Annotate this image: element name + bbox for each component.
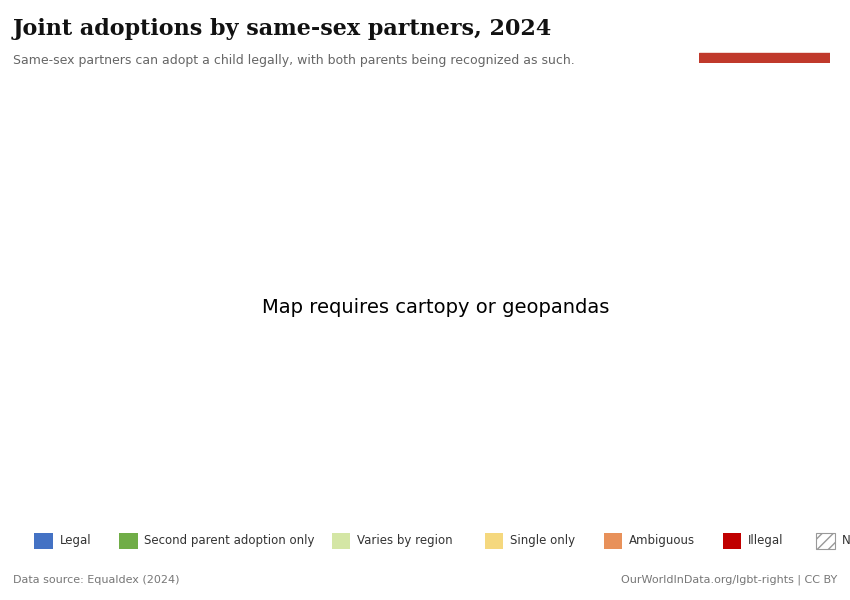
- Text: Ambiguous: Ambiguous: [629, 535, 695, 547]
- Text: Same-sex partners can adopt a child legally, with both parents being recognized : Same-sex partners can adopt a child lega…: [13, 54, 575, 67]
- Bar: [699, 53, 830, 63]
- Text: Joint adoptions by same-sex partners, 2024: Joint adoptions by same-sex partners, 20…: [13, 18, 552, 40]
- FancyBboxPatch shape: [604, 533, 622, 549]
- FancyBboxPatch shape: [816, 533, 835, 549]
- Text: Varies by region: Varies by region: [357, 535, 452, 547]
- FancyBboxPatch shape: [119, 533, 138, 549]
- Text: Single only: Single only: [510, 535, 575, 547]
- Text: Illegal: Illegal: [748, 535, 784, 547]
- Text: No data: No data: [842, 535, 850, 547]
- Text: Legal: Legal: [60, 535, 91, 547]
- FancyBboxPatch shape: [34, 533, 53, 549]
- Text: Second parent adoption only: Second parent adoption only: [144, 535, 315, 547]
- Text: in Data: in Data: [742, 36, 787, 46]
- Text: Map requires cartopy or geopandas: Map requires cartopy or geopandas: [262, 298, 609, 317]
- FancyBboxPatch shape: [484, 533, 503, 549]
- FancyBboxPatch shape: [332, 533, 350, 549]
- Text: Data source: Equaldex (2024): Data source: Equaldex (2024): [13, 575, 179, 585]
- Text: OurWorldInData.org/lgbt-rights | CC BY: OurWorldInData.org/lgbt-rights | CC BY: [621, 575, 837, 585]
- Text: Our World: Our World: [733, 20, 796, 30]
- FancyBboxPatch shape: [722, 533, 741, 549]
